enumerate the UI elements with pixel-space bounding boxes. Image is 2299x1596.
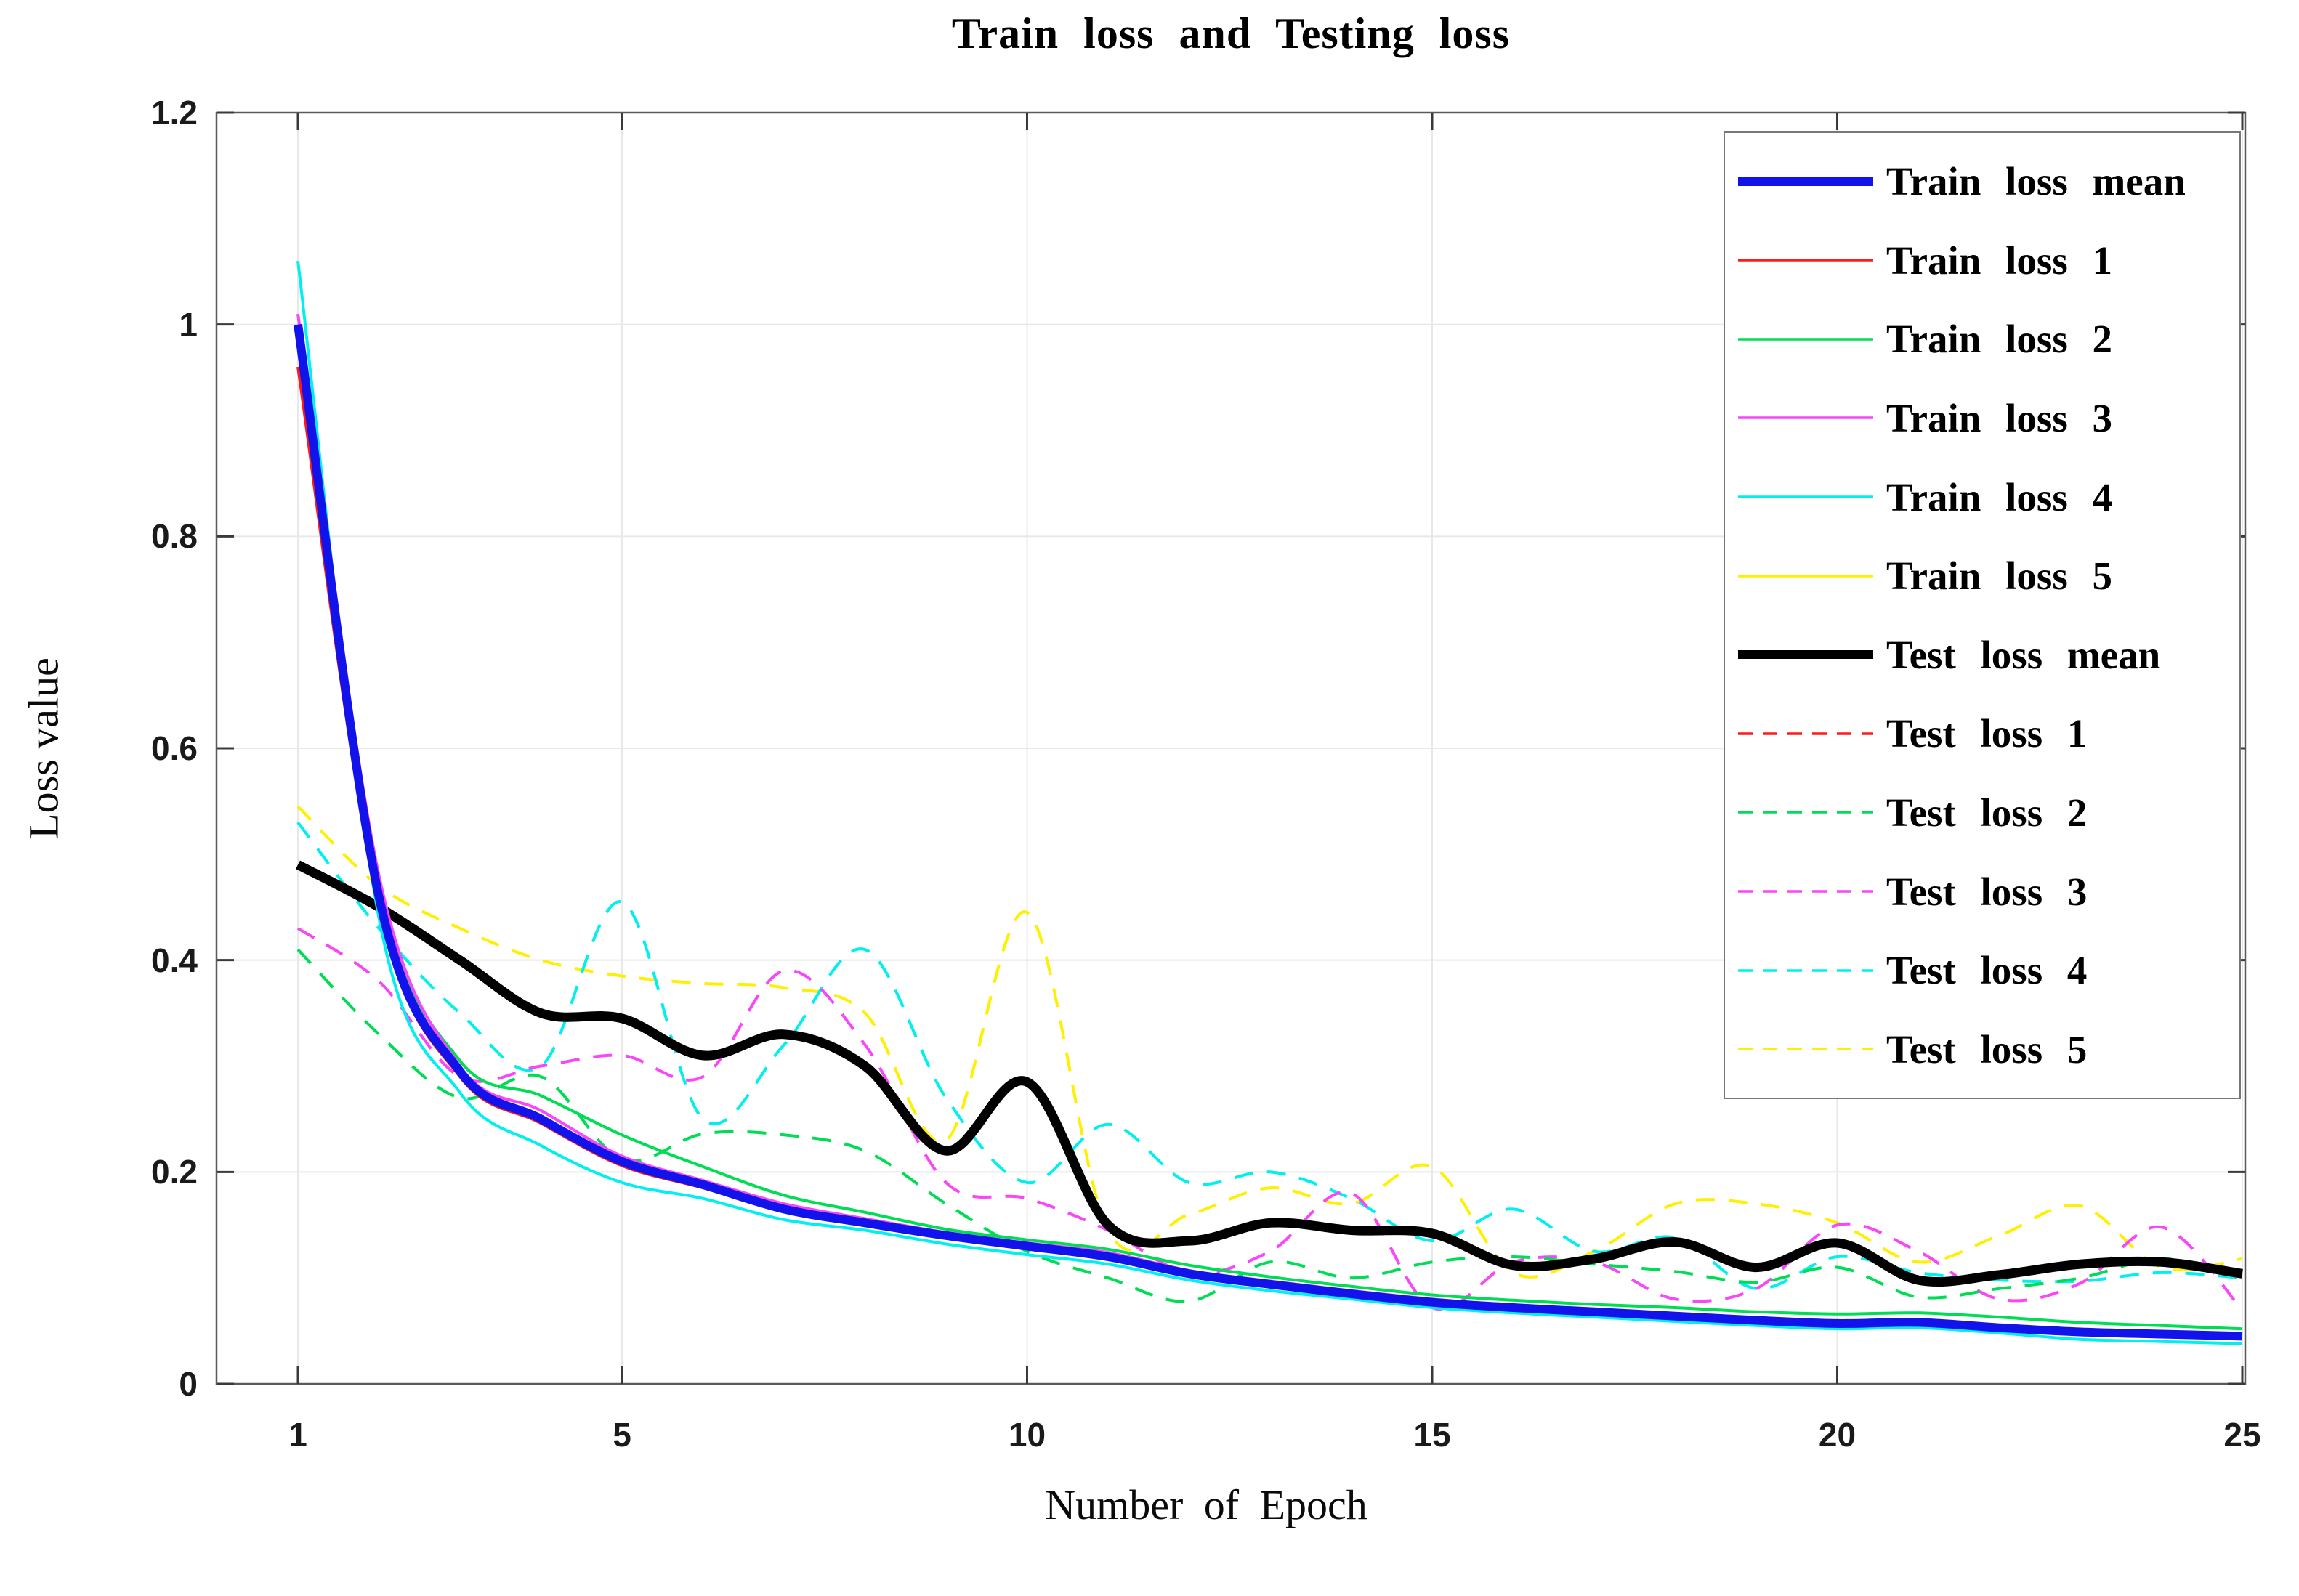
- legend-line-swatch: [1738, 732, 1873, 735]
- legend-label: Test loss 3: [1886, 869, 2088, 914]
- y-tick-label: 1: [179, 305, 198, 344]
- legend-item: Train loss 2: [1737, 303, 2235, 376]
- series-path-test-loss-mean: [295, 860, 2243, 1287]
- series-path-test-loss-5: [296, 805, 2243, 1279]
- legend-line-swatch: [1738, 259, 1873, 262]
- series-path-test-loss-4: [296, 821, 2243, 1290]
- legend-label: Test loss 1: [1886, 711, 2088, 756]
- legend-label: Train loss 1: [1886, 238, 2112, 283]
- legend-item: Test loss 3: [1737, 855, 2235, 928]
- legend-item: Train loss 3: [1737, 381, 2235, 454]
- legend-label: Train loss 2: [1886, 317, 2112, 362]
- legend-item: Train loss 5: [1737, 540, 2235, 612]
- series-path-test-loss-2: [296, 948, 2243, 1303]
- legend-line-swatch: [1738, 650, 1873, 660]
- legend-item: Test loss 1: [1737, 697, 2235, 770]
- legend-line-swatch: [1738, 811, 1873, 814]
- y-tick-label: 0.4: [151, 941, 198, 979]
- legend-label: Train loss 5: [1886, 554, 2112, 599]
- legend-item: Test loss 4: [1737, 934, 2235, 1007]
- legend-item: Train loss 4: [1737, 461, 2235, 533]
- chart-title: Train loss and Testing loss: [951, 9, 1511, 57]
- legend-line-swatch: [1738, 968, 1873, 972]
- legend-label: Train loss mean: [1886, 159, 2186, 204]
- x-tick-label: 1: [288, 1416, 307, 1454]
- legend-item: Train loss mean: [1737, 145, 2235, 218]
- legend-label: Test loss 2: [1886, 790, 2088, 835]
- legend-label: Train loss 3: [1886, 395, 2112, 440]
- y-tick-label: 0.2: [151, 1153, 198, 1191]
- y-tick-label: 0: [179, 1365, 198, 1403]
- x-tick-label: 25: [2223, 1416, 2261, 1454]
- x-tick-label: 10: [1008, 1416, 1046, 1454]
- y-tick-label: 1.2: [151, 94, 198, 131]
- legend-label: Test loss mean: [1886, 632, 2161, 677]
- x-axis-label: Number of Epoch: [1045, 1481, 1367, 1528]
- legend-line-swatch: [1738, 495, 1873, 498]
- legend-label: Train loss 4: [1886, 474, 2112, 519]
- legend-item: Test loss mean: [1737, 618, 2235, 691]
- x-tick-label: 20: [1818, 1416, 1856, 1454]
- legend-line-swatch: [1738, 890, 1873, 893]
- legend-line-swatch: [1738, 338, 1873, 341]
- series-path-train-loss-mean: [294, 323, 2243, 1341]
- legend-line-swatch: [1738, 177, 1873, 186]
- legend-item: Test loss 5: [1737, 1013, 2235, 1085]
- legend-label: Test loss 5: [1886, 1026, 2088, 1072]
- y-tick-label: 0.8: [151, 517, 198, 556]
- legend-line-swatch: [1738, 574, 1873, 578]
- x-tick-label: 15: [1413, 1416, 1451, 1454]
- legend-line-swatch: [1738, 416, 1873, 420]
- legend-line-swatch: [1738, 1048, 1873, 1051]
- legend-item: Test loss 2: [1737, 776, 2235, 848]
- series-path-train-loss-4: [296, 260, 2243, 1345]
- series-path-train-loss-2: [296, 345, 2243, 1331]
- legend: Train loss mean Train loss 1 Train loss 2 T…: [1724, 131, 2241, 1099]
- x-tick-label: 5: [613, 1416, 631, 1454]
- legend-item: Train loss 1: [1737, 224, 2235, 296]
- y-tick-label: 0.6: [151, 729, 198, 767]
- legend-label: Test loss 4: [1886, 948, 2088, 993]
